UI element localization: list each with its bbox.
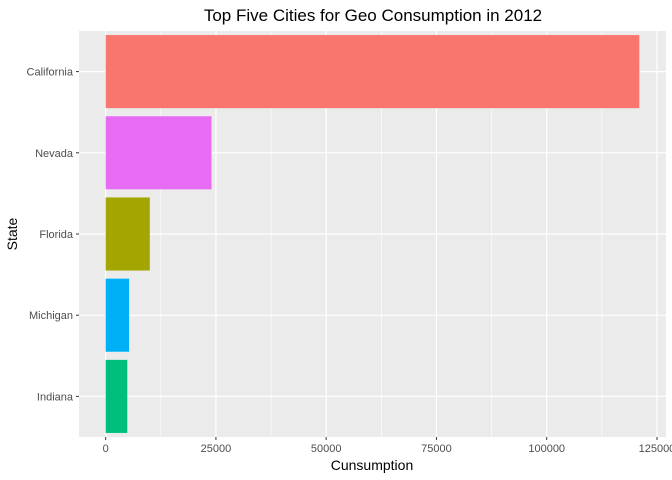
- bars: [105, 35, 640, 433]
- x-tick-label: 0: [103, 443, 109, 455]
- bar-california: [105, 35, 640, 109]
- y-tick-label: Florida: [39, 229, 74, 241]
- x-tick-label: 125000: [639, 443, 672, 455]
- x-tick-label: 100000: [528, 443, 565, 455]
- bar-indiana: [105, 359, 128, 433]
- y-tick-label: Indiana: [37, 391, 74, 403]
- bar-florida: [105, 197, 150, 271]
- bar-michigan: [105, 278, 130, 352]
- x-tick-label: 50000: [311, 443, 342, 455]
- x-tick-label: 25000: [201, 443, 232, 455]
- y-tick-label: Nevada: [35, 148, 74, 160]
- y-tick-label: California: [27, 67, 74, 79]
- y-axis: California Nevada Florida Michigan Indiana: [27, 67, 79, 403]
- bar-nevada: [105, 116, 212, 190]
- x-axis: 0 25000 50000 75000 100000 125000: [103, 437, 672, 455]
- x-axis-title: Cunsumption: [331, 457, 414, 473]
- x-tick-label: 75000: [421, 443, 452, 455]
- y-axis-title: State: [4, 217, 20, 250]
- chart-title: Top Five Cities for Geo Consumption in 2…: [204, 6, 542, 25]
- y-tick-label: Michigan: [29, 310, 73, 322]
